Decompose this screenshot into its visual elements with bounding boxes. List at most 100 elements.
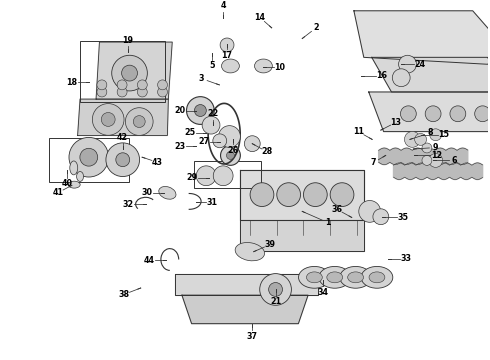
Text: 10: 10 [274, 63, 286, 72]
Circle shape [97, 87, 107, 97]
Circle shape [213, 134, 227, 148]
Circle shape [415, 134, 427, 145]
Bar [49, 138, 128, 182]
Circle shape [373, 209, 389, 225]
Ellipse shape [76, 171, 83, 181]
Text: 15: 15 [439, 130, 449, 139]
Bar [80, 41, 165, 102]
Text: 37: 37 [247, 332, 258, 341]
Ellipse shape [221, 59, 239, 73]
Circle shape [220, 38, 234, 52]
Polygon shape [174, 274, 318, 295]
Text: 21: 21 [270, 297, 281, 306]
Text: 16: 16 [376, 71, 388, 80]
Text: 33: 33 [401, 254, 412, 263]
Circle shape [187, 97, 214, 125]
Circle shape [117, 87, 127, 97]
Ellipse shape [70, 161, 78, 175]
Text: 29: 29 [186, 173, 197, 182]
Text: 34: 34 [317, 288, 328, 297]
Text: 11: 11 [353, 127, 364, 136]
Text: 8: 8 [427, 129, 433, 138]
Text: 39: 39 [264, 240, 275, 249]
Circle shape [137, 87, 147, 97]
Polygon shape [96, 42, 172, 99]
Ellipse shape [361, 266, 393, 288]
Text: 27: 27 [198, 138, 210, 147]
Polygon shape [379, 148, 468, 165]
Circle shape [202, 116, 220, 134]
Circle shape [125, 108, 153, 135]
Ellipse shape [159, 186, 176, 199]
Circle shape [117, 80, 127, 90]
Polygon shape [369, 92, 490, 132]
Circle shape [213, 166, 233, 186]
Circle shape [116, 153, 130, 167]
Circle shape [133, 116, 145, 127]
Circle shape [277, 183, 300, 207]
Ellipse shape [227, 129, 241, 138]
Circle shape [158, 80, 168, 90]
Text: 22: 22 [208, 109, 219, 118]
Circle shape [158, 87, 168, 97]
Circle shape [404, 131, 420, 147]
Circle shape [97, 80, 107, 90]
Circle shape [137, 80, 147, 90]
Circle shape [359, 201, 381, 222]
Circle shape [219, 126, 241, 148]
Text: 6: 6 [452, 156, 458, 165]
Circle shape [80, 148, 98, 166]
Polygon shape [354, 11, 490, 64]
Text: 23: 23 [174, 142, 185, 151]
Ellipse shape [306, 272, 322, 283]
Circle shape [429, 153, 442, 167]
Circle shape [330, 183, 354, 207]
Ellipse shape [298, 266, 330, 288]
Text: 13: 13 [391, 118, 401, 127]
Text: 36: 36 [331, 205, 343, 214]
Text: 41: 41 [52, 188, 63, 197]
Circle shape [226, 152, 234, 159]
Ellipse shape [68, 181, 80, 188]
Circle shape [422, 156, 432, 165]
Circle shape [450, 106, 466, 122]
Text: 9: 9 [433, 143, 438, 152]
Polygon shape [240, 220, 364, 251]
Text: 5: 5 [209, 61, 215, 70]
Text: 32: 32 [123, 200, 134, 209]
Ellipse shape [348, 272, 364, 283]
Circle shape [196, 166, 216, 186]
Ellipse shape [235, 243, 265, 261]
Text: 4: 4 [220, 1, 226, 10]
Text: 26: 26 [227, 146, 239, 155]
Circle shape [260, 274, 292, 305]
Circle shape [92, 104, 124, 135]
Circle shape [220, 145, 241, 165]
Circle shape [303, 183, 327, 207]
Text: 19: 19 [122, 36, 133, 45]
Text: 25: 25 [184, 129, 195, 138]
Circle shape [112, 55, 147, 91]
Text: 24: 24 [414, 60, 425, 69]
Text: 14: 14 [254, 13, 266, 22]
Text: 28: 28 [262, 147, 273, 156]
Polygon shape [182, 295, 308, 324]
Text: 44: 44 [144, 256, 155, 265]
Ellipse shape [319, 266, 350, 288]
Circle shape [398, 55, 416, 73]
Text: 3: 3 [199, 74, 204, 83]
Circle shape [122, 65, 138, 81]
Text: 43: 43 [152, 158, 163, 167]
Polygon shape [240, 170, 364, 220]
Text: 7: 7 [370, 158, 376, 167]
Circle shape [425, 106, 441, 122]
Text: 2: 2 [313, 23, 319, 32]
Circle shape [245, 136, 260, 152]
Circle shape [430, 129, 441, 141]
Polygon shape [372, 57, 490, 92]
Text: 35: 35 [397, 213, 408, 222]
Circle shape [400, 106, 416, 122]
Circle shape [69, 138, 109, 177]
Text: 1: 1 [325, 218, 331, 227]
Circle shape [101, 113, 115, 126]
